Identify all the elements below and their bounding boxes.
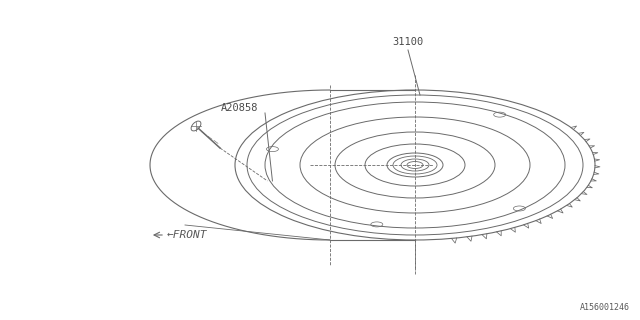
Text: A20858: A20858 xyxy=(221,103,259,113)
Text: ←FRONT: ←FRONT xyxy=(167,230,207,240)
Text: A156001246: A156001246 xyxy=(580,303,630,312)
Text: 31100: 31100 xyxy=(392,37,424,47)
